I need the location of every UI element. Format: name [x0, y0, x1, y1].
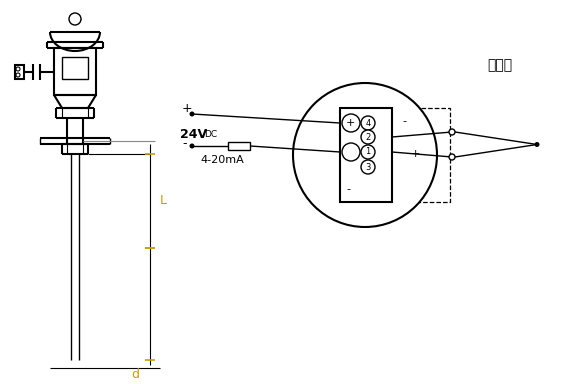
Bar [228, 142, 250, 150]
Circle shape [361, 116, 375, 130]
Text: L: L [160, 195, 167, 207]
Text: +: + [346, 118, 356, 128]
Text: 4-20mA: 4-20mA [200, 155, 244, 165]
Circle shape [190, 111, 194, 116]
Circle shape [342, 114, 360, 132]
Circle shape [16, 67, 20, 71]
Circle shape [16, 73, 20, 77]
Bar [15, 65, 24, 79]
Text: 1: 1 [365, 147, 371, 157]
Text: -: - [346, 184, 350, 194]
Circle shape [361, 130, 375, 144]
Text: -: - [402, 116, 406, 126]
Text: d: d [131, 367, 139, 381]
Text: 4: 4 [365, 119, 371, 127]
Text: 24V: 24V [180, 127, 207, 141]
Circle shape [361, 145, 375, 159]
Text: DC: DC [204, 130, 217, 139]
Bar [54, 48, 96, 95]
Circle shape [69, 13, 81, 25]
Circle shape [449, 129, 455, 135]
Circle shape [190, 144, 194, 149]
Circle shape [361, 160, 375, 174]
Text: +: + [182, 101, 193, 114]
Bar [315, 108, 450, 202]
Circle shape [449, 154, 455, 160]
Circle shape [534, 142, 540, 147]
Bar [340, 108, 392, 202]
Bar [62, 57, 88, 79]
Circle shape [293, 83, 437, 227]
Text: -: - [182, 137, 186, 151]
Text: 热电偶: 热电偶 [487, 58, 512, 72]
Text: 3: 3 [365, 162, 371, 172]
Text: +: + [411, 149, 420, 159]
Text: 2: 2 [365, 132, 371, 141]
Circle shape [342, 143, 360, 161]
